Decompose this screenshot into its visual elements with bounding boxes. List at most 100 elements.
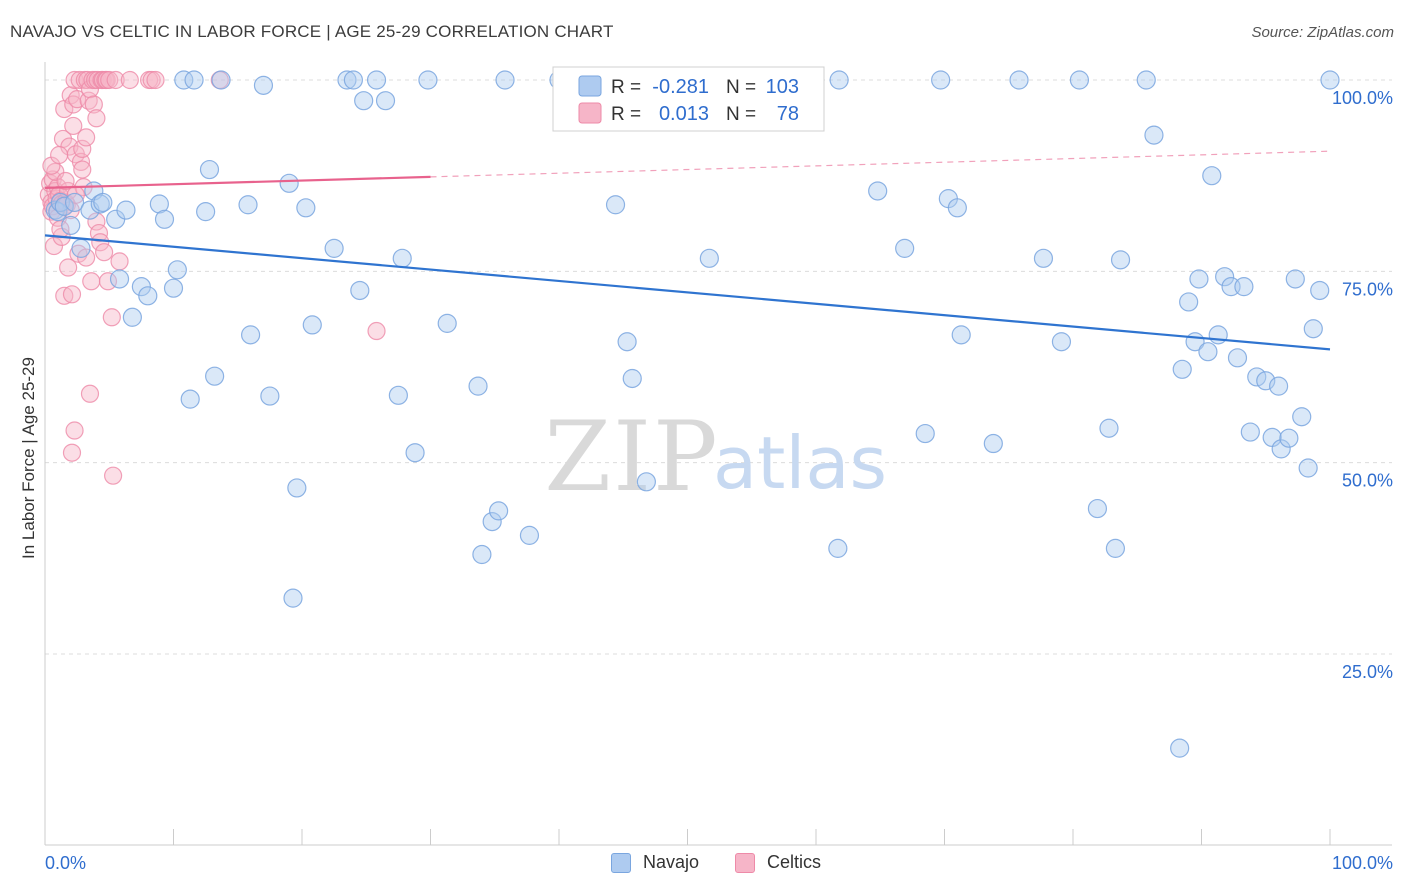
navajo-point xyxy=(1256,371,1276,391)
navajo-trend-line xyxy=(44,234,1331,351)
navajo-point xyxy=(495,70,515,90)
navajo-point xyxy=(93,192,113,213)
celtics-trend-line-extension xyxy=(430,150,1331,178)
celtics-point xyxy=(82,272,101,291)
navajo-point xyxy=(1087,498,1108,519)
navajo-point xyxy=(64,192,85,213)
navajo-point xyxy=(366,70,387,90)
navajo-point xyxy=(122,307,142,327)
celtics-point xyxy=(80,384,100,403)
navajo-point xyxy=(828,538,848,558)
navajo-point xyxy=(1271,439,1291,459)
celtics-point xyxy=(98,272,118,291)
celtics-point xyxy=(77,248,96,267)
navajo-point xyxy=(1234,277,1254,297)
navajo-point xyxy=(1172,359,1192,379)
navajo-point xyxy=(302,315,322,335)
celtics-point xyxy=(44,236,64,256)
axes xyxy=(44,62,1392,846)
navajo-point xyxy=(116,200,136,220)
navajo-point xyxy=(296,198,316,218)
watermark: ZIP atlas xyxy=(544,401,887,513)
navajo-point xyxy=(149,194,169,214)
celtics-point xyxy=(95,243,114,262)
tick-labels: 25.0% 50.0% 75.0% 100.0% 0.0% 100.0% xyxy=(45,88,1393,873)
navajo-point xyxy=(184,70,204,90)
navajo-point xyxy=(1240,422,1260,442)
bottom-legend-label-navajo: Navajo xyxy=(643,852,700,872)
legend-n-label-navajo: N = xyxy=(726,77,756,98)
navajo-point xyxy=(1227,348,1248,368)
y-tick-label-25: 25.0% xyxy=(1342,662,1393,682)
celtics-point xyxy=(102,308,121,327)
navajo-point xyxy=(622,368,642,389)
y-tick-label-75: 75.0% xyxy=(1342,279,1393,299)
trend-lines xyxy=(44,150,1331,351)
celtics-point xyxy=(104,466,123,485)
navajo-point xyxy=(1105,538,1126,558)
navajo-point xyxy=(951,325,971,345)
celtics-point xyxy=(77,128,96,147)
navajo-point xyxy=(199,159,220,180)
navajo-point xyxy=(1110,250,1131,270)
navajo-point xyxy=(1202,166,1222,186)
celtics-point xyxy=(62,285,82,304)
navajo-point xyxy=(1051,332,1072,352)
legend-swatch-celtics xyxy=(578,102,602,124)
navajo-point xyxy=(983,433,1003,454)
celtics-point xyxy=(64,116,83,136)
navajo-point xyxy=(519,525,540,545)
navajo-point xyxy=(196,202,216,222)
bottom-legend-item-navajo: Navajo xyxy=(611,852,699,873)
celtics-point xyxy=(120,70,139,90)
navajo-point xyxy=(71,238,91,258)
bottom-legend-label-celtics: Celtics xyxy=(767,852,822,872)
navajo-point xyxy=(895,238,915,258)
navajo-point xyxy=(337,70,357,90)
celtics-point xyxy=(65,70,84,90)
correlation-legend: R = -0.281 N = 103 R = 0.013 N = 78 xyxy=(552,66,825,132)
navajo-point xyxy=(915,423,935,444)
navajo-point xyxy=(482,511,502,532)
celtics-point xyxy=(56,171,75,191)
navajo-point xyxy=(1099,418,1119,438)
navajo-point xyxy=(1189,269,1209,289)
navajo-point xyxy=(1268,376,1289,396)
navajo-point xyxy=(54,196,74,216)
navajo-point xyxy=(636,472,656,492)
navajo-point xyxy=(163,278,184,298)
navajo-point xyxy=(154,209,175,229)
navajo-point xyxy=(279,173,299,193)
navajo-point xyxy=(1198,342,1218,362)
navajo-point xyxy=(1069,70,1090,90)
celtics-point xyxy=(59,258,78,277)
legend-swatch-navajo-bottom xyxy=(611,852,631,873)
celtics-point xyxy=(73,139,92,158)
navajo-point xyxy=(211,70,231,90)
legend-r-label-navajo: R = xyxy=(611,77,641,98)
navajo-point xyxy=(260,386,280,406)
navajo-point xyxy=(109,269,130,289)
legend-r-value-navajo: -0.281 xyxy=(652,76,709,98)
watermark-zip: ZIP xyxy=(544,401,719,513)
navajo-point xyxy=(405,443,425,463)
celtics-point xyxy=(62,443,82,462)
legend-swatch-celtics-bottom xyxy=(735,852,755,873)
celtics-point xyxy=(106,70,125,90)
navajo-point xyxy=(468,376,488,396)
celtics-point xyxy=(68,90,87,109)
chart-title: NAVAJO VS CELTIC IN LABOR FORCE | AGE 25… xyxy=(10,22,614,41)
legend-r-value-celtics: 0.013 xyxy=(659,103,709,125)
navajo-point xyxy=(617,332,637,352)
navajo-point xyxy=(1179,292,1199,312)
celtics-point xyxy=(71,152,91,171)
celtics-trend-line xyxy=(44,175,431,190)
navajo-point xyxy=(287,478,307,498)
y-tick-label-50: 50.0% xyxy=(1342,471,1393,491)
navajo-point xyxy=(375,91,396,111)
navajo-point xyxy=(1215,267,1235,287)
celtics-point xyxy=(70,70,89,90)
navajo-point xyxy=(392,248,412,268)
celtics-point xyxy=(87,212,106,231)
celtics-point xyxy=(73,160,92,179)
